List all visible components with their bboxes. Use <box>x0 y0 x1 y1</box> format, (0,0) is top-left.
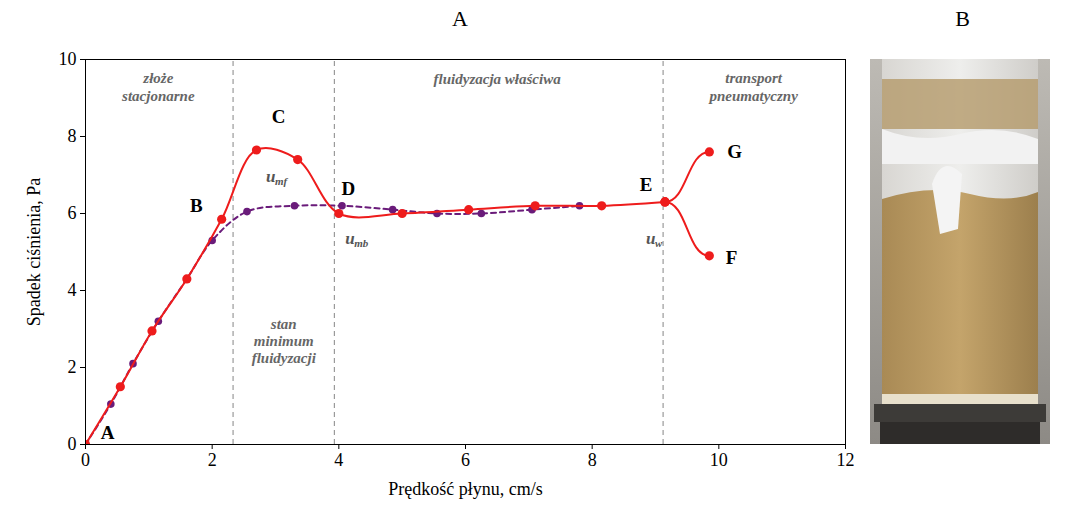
svg-text:6: 6 <box>68 203 77 223</box>
svg-text:0: 0 <box>68 434 77 454</box>
svg-text:2: 2 <box>68 357 77 377</box>
svg-text:4: 4 <box>334 450 343 470</box>
svg-text:D: D <box>341 178 355 199</box>
svg-text:Prędkość płynu, cm/s: Prędkość płynu, cm/s <box>388 479 543 499</box>
svg-text:12: 12 <box>837 450 855 470</box>
svg-text:4: 4 <box>68 280 77 300</box>
svg-text:8: 8 <box>68 126 77 146</box>
svg-text:u: u <box>266 167 276 187</box>
svg-text:u: u <box>345 229 355 248</box>
svg-text:w: w <box>655 237 663 249</box>
svg-text:0: 0 <box>81 450 90 470</box>
svg-text:transportpneumatyczny: transportpneumatyczny <box>707 70 798 103</box>
svg-text:6: 6 <box>461 450 470 470</box>
svg-text:2: 2 <box>208 450 217 470</box>
svg-text:8: 8 <box>588 450 597 470</box>
svg-text:C: C <box>272 106 286 127</box>
html-text:B: B <box>955 6 970 31</box>
svg-text:G: G <box>727 141 742 162</box>
svg-text:10: 10 <box>59 49 77 69</box>
svg-text:mb: mb <box>354 237 369 249</box>
html-text:A: A <box>452 6 468 31</box>
svg-text:10: 10 <box>710 450 728 470</box>
svg-text:E: E <box>640 174 653 195</box>
svg-text:mf: mf <box>275 175 289 187</box>
svg-text:u: u <box>646 229 656 248</box>
svg-text:Spadek ciśnienia, Pa: Spadek ciśnienia, Pa <box>24 178 44 326</box>
svg-text:F: F <box>726 247 738 268</box>
svg-text:złożestacjonarne: złożestacjonarne <box>121 70 195 103</box>
svg-text:A: A <box>101 422 115 443</box>
svg-text:B: B <box>190 195 203 216</box>
svg-text:stanminimumfluidyzacji: stanminimumfluidyzacji <box>252 316 317 367</box>
svg-text:fluidyzacja właściwa: fluidyzacja właściwa <box>434 71 562 87</box>
